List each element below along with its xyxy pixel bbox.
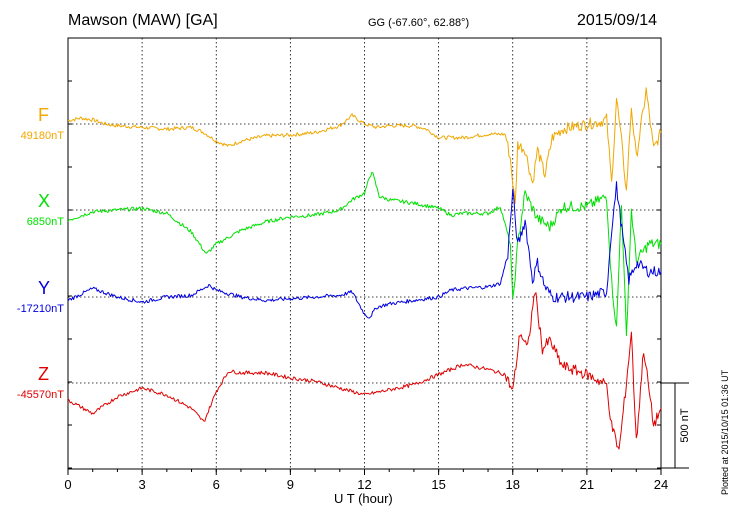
series-baseline-f: 49180nT [20, 130, 64, 142]
plot-date: 2015/09/14 [577, 12, 658, 29]
series-line-z [67, 292, 662, 450]
x-tick-label: 0 [64, 477, 71, 492]
x-axis-ticks: 0 3 6 9 12 15 18 21 24 [64, 80, 668, 492]
x-tick-label: 3 [139, 477, 146, 492]
series-line-x [67, 171, 662, 337]
series-lines [67, 87, 662, 450]
series-name-f: F [38, 105, 49, 125]
series-name-z: Z [38, 364, 49, 384]
series-baseline-y: -17210nT [16, 303, 64, 315]
series-line-y [67, 181, 662, 319]
series-line-f [67, 87, 662, 204]
series-baseline-z: -45570nT [16, 389, 64, 401]
x-tick-label: 21 [580, 477, 594, 492]
plotted-timestamp: Plotted at 2015/10/15 01:36 UT [720, 369, 730, 495]
x-tick-label: 12 [357, 477, 371, 492]
x-tick-label: 6 [213, 477, 220, 492]
series-name-y: Y [38, 278, 51, 298]
series-baseline-x: 6850nT [26, 216, 64, 228]
scale-bar: 500 nT [661, 382, 691, 469]
x-tick-label: 24 [654, 477, 668, 492]
grid-lines [68, 38, 661, 469]
x-tick-label: 18 [506, 477, 520, 492]
station-coordinates: GG (-67.60°, 62.88°) [368, 17, 470, 29]
scale-bar-label: 500 nT [679, 408, 691, 443]
x-tick-label: 15 [431, 477, 445, 492]
x-tick-label: 9 [287, 477, 294, 492]
x-axis-label: U T (hour) [334, 491, 393, 506]
series-name-x: X [38, 191, 51, 211]
station-title: Mawson (MAW) [GA] [68, 12, 218, 29]
